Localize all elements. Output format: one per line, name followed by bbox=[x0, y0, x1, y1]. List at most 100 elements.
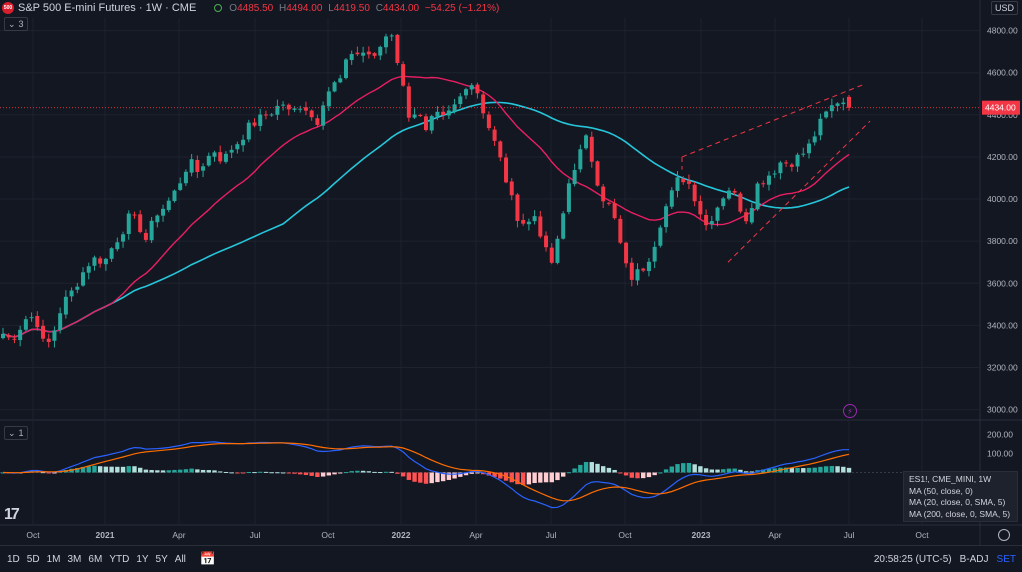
timeframe-1y[interactable]: 1Y bbox=[136, 553, 149, 565]
candle-body bbox=[86, 266, 91, 273]
calendar-icon[interactable]: 📅 bbox=[199, 551, 217, 566]
candle-body bbox=[704, 215, 709, 226]
set-toggle[interactable]: SET bbox=[996, 553, 1016, 565]
candle-body bbox=[429, 116, 434, 131]
macd-histogram-bar bbox=[275, 472, 280, 474]
candle-body bbox=[166, 200, 171, 211]
macd-histogram-bar bbox=[80, 466, 86, 473]
price-tick-label: 3600.00 bbox=[987, 278, 1018, 288]
macd-histogram-bar bbox=[240, 472, 246, 474]
macd-histogram-bar bbox=[195, 469, 200, 473]
timeframe-5y[interactable]: 5Y bbox=[155, 553, 168, 565]
candle-body bbox=[81, 272, 86, 286]
macd-histogram-bar bbox=[212, 470, 217, 473]
timeframe-1m[interactable]: 1M bbox=[46, 553, 61, 565]
candle-body bbox=[492, 129, 497, 141]
timeframe-5d[interactable]: 5D bbox=[26, 553, 40, 565]
candle-body bbox=[664, 206, 669, 228]
macd-histogram-bar bbox=[298, 472, 303, 475]
timeframe-3m[interactable]: 3M bbox=[67, 553, 82, 565]
candle-body bbox=[258, 114, 263, 126]
macd-histogram-bar bbox=[583, 462, 589, 473]
time-tick-label: 2023 bbox=[692, 530, 711, 540]
candle-body bbox=[669, 190, 674, 207]
candle-body bbox=[29, 317, 34, 319]
indicators-collapse-button[interactable]: ⌄ 3 bbox=[4, 17, 28, 31]
macd-histogram-bar bbox=[435, 472, 440, 483]
candle-body bbox=[52, 330, 57, 341]
macd-histogram-bar bbox=[378, 472, 383, 474]
candle-body bbox=[303, 107, 308, 111]
candle-body bbox=[41, 325, 46, 339]
candle-body bbox=[281, 104, 286, 106]
candle-body bbox=[252, 122, 257, 126]
clock-readout[interactable]: 20:58:25 (UTC-5) bbox=[873, 553, 952, 565]
candle-body bbox=[435, 111, 440, 117]
macd-histogram-bar bbox=[52, 472, 57, 474]
macd-histogram-bar bbox=[560, 472, 566, 477]
macd-histogram-bar bbox=[269, 472, 274, 474]
candle-body bbox=[143, 232, 148, 240]
candle-body bbox=[401, 64, 406, 86]
macd-histogram-bar bbox=[549, 472, 554, 483]
candle-body bbox=[641, 268, 646, 271]
candle-body bbox=[801, 153, 806, 155]
macd-histogram-bar bbox=[246, 472, 251, 474]
timeframe-1d[interactable]: 1D bbox=[7, 553, 20, 565]
candle-body bbox=[521, 220, 526, 224]
candle-body bbox=[63, 296, 68, 315]
macd-histogram-bar bbox=[97, 466, 103, 473]
macd-histogram-bar bbox=[395, 472, 400, 474]
candle-body bbox=[98, 258, 103, 264]
settings-gear-icon[interactable] bbox=[998, 529, 1010, 541]
chart-canvas[interactable]: 3000.00 3200.00 3400.00 3600.00 3800.00 4000.… bbox=[0, 0, 1022, 545]
macd-histogram-bar bbox=[789, 468, 795, 473]
time-tick-label: Oct bbox=[321, 530, 335, 540]
candle-body bbox=[778, 162, 783, 174]
macd-histogram-bar bbox=[709, 469, 715, 473]
candle-body bbox=[555, 238, 560, 263]
macd-histogram-bar bbox=[155, 470, 160, 473]
macd-histogram-bar bbox=[589, 462, 594, 473]
macd-histogram-bar bbox=[120, 466, 126, 473]
macd-histogram-bar bbox=[149, 470, 154, 473]
candle-body bbox=[806, 143, 811, 154]
macd-collapse-button[interactable]: ⌄ 1 bbox=[4, 426, 28, 440]
candle-body bbox=[646, 261, 651, 272]
price-tick-label: 3400.00 bbox=[987, 320, 1018, 330]
time-tick-label: 2021 bbox=[96, 530, 115, 540]
macd-histogram-bar bbox=[641, 472, 646, 479]
macd-histogram-bar bbox=[469, 472, 474, 474]
macd-histogram-bar bbox=[429, 472, 434, 484]
candle-body bbox=[395, 34, 400, 63]
lightning-icon[interactable]: ⚡ bbox=[843, 404, 857, 418]
chart-header: 500 S&P 500 E-mini Futures · 1W · CME O4… bbox=[0, 0, 502, 16]
candle-body bbox=[738, 193, 743, 212]
candle-body bbox=[406, 86, 411, 118]
symbol-title[interactable]: S&P 500 E-mini Futures · 1W · CME bbox=[18, 2, 197, 14]
candle-body bbox=[109, 248, 114, 259]
macd-histogram-bar bbox=[732, 468, 737, 473]
timeframe-6m[interactable]: 6M bbox=[88, 553, 103, 565]
macd-histogram-bar bbox=[315, 472, 320, 477]
macd-histogram-bar bbox=[509, 472, 514, 483]
timeframe-ytd[interactable]: YTD bbox=[109, 553, 130, 565]
macd-histogram-bar bbox=[46, 472, 51, 474]
candle-body bbox=[58, 313, 63, 331]
b-adj-toggle[interactable]: B-ADJ bbox=[959, 553, 989, 565]
currency-button[interactable]: USD bbox=[990, 1, 1018, 15]
tradingview-logo-icon[interactable]: 17 bbox=[4, 506, 20, 523]
candle-body bbox=[75, 286, 80, 290]
candle-body bbox=[721, 198, 726, 207]
candle-body bbox=[366, 51, 371, 55]
timeframe-all[interactable]: All bbox=[174, 553, 186, 565]
candle-body bbox=[183, 171, 188, 184]
macd-histogram-bar bbox=[766, 468, 772, 473]
candle-body bbox=[138, 214, 143, 232]
macd-histogram-bar bbox=[658, 472, 663, 474]
candle-body bbox=[326, 91, 331, 107]
candle-body bbox=[315, 118, 320, 125]
symbol-logo: 500 bbox=[2, 2, 14, 14]
candle-body bbox=[355, 52, 360, 55]
candle-body bbox=[812, 136, 817, 143]
